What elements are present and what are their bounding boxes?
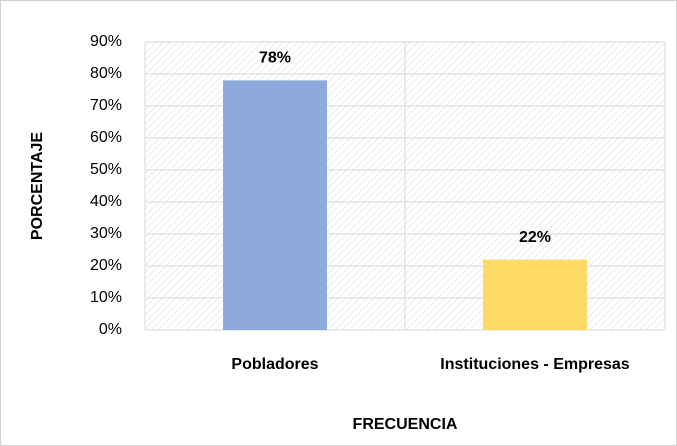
x-axis-title: FRECUENCIA [353,416,458,433]
y-tick-label: 30% [90,225,122,242]
y-tick-label: 50% [90,161,122,178]
y-tick-label: 90% [90,33,122,50]
y-tick-label: 80% [90,65,122,82]
y-tick-label: 0% [99,321,122,338]
x-tick-label: Instituciones - Empresas [440,356,629,373]
data-label: 78% [259,50,291,67]
y-axis-title: PORCENTAJE [29,132,46,240]
bar [223,80,327,331]
bar [483,259,587,330]
x-tick-label: Pobladores [231,356,318,373]
y-tick-label: 20% [90,257,122,274]
y-tick-label: 40% [90,193,122,210]
data-label: 22% [519,229,551,246]
y-tick-label: 60% [90,129,122,146]
y-tick-label: 10% [90,289,122,306]
y-tick-label: 70% [90,97,122,114]
